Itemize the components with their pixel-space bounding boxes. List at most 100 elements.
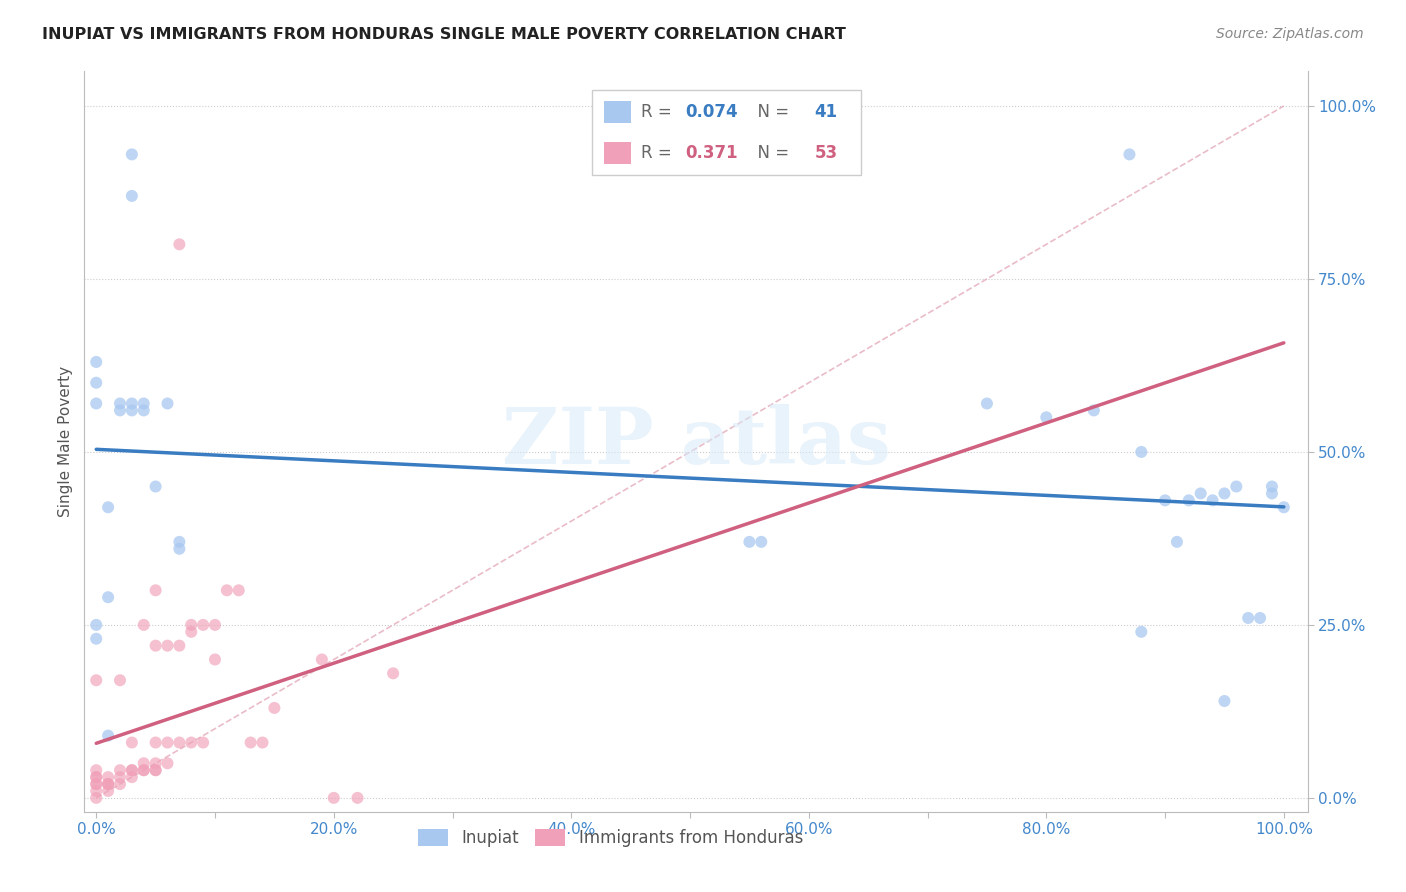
Point (121, 763, 143, 777)
Point (108, 770, 131, 784)
Text: 53: 53 (814, 144, 838, 161)
Point (121, 189, 143, 203)
Point (1201, 493, 1223, 508)
Point (84, 777, 107, 791)
Point (145, 756, 167, 771)
Point (145, 763, 167, 777)
Point (156, 735, 179, 749)
Point (145, 735, 167, 749)
Point (121, 403, 143, 417)
Text: Source: ZipAtlas.com: Source: ZipAtlas.com (1216, 27, 1364, 41)
Point (1237, 611, 1260, 625)
Point (84, 376, 107, 390)
Point (239, 735, 262, 749)
Point (84, 632, 107, 646)
Point (204, 652, 226, 666)
Point (1118, 147, 1140, 161)
Bar (605, 142, 631, 164)
Point (108, 403, 131, 417)
Point (97, 784, 120, 798)
Text: 41: 41 (814, 103, 838, 121)
Text: INUPIAT VS IMMIGRANTS FROM HONDURAS SINGLE MALE POVERTY CORRELATION CHART: INUPIAT VS IMMIGRANTS FROM HONDURAS SING… (42, 27, 846, 42)
Point (169, 541, 191, 556)
Point (145, 639, 167, 653)
Point (132, 403, 155, 417)
Point (132, 763, 155, 777)
Point (311, 652, 333, 666)
Point (180, 735, 202, 749)
Point (1261, 486, 1284, 500)
Point (84, 763, 107, 777)
Point (1035, 410, 1057, 425)
Point (191, 735, 214, 749)
Point (215, 583, 238, 598)
Point (169, 237, 191, 252)
Point (97, 500, 120, 515)
Text: R =: R = (641, 144, 676, 161)
Point (132, 618, 155, 632)
Point (145, 583, 167, 598)
Point (738, 534, 761, 549)
Point (976, 396, 998, 410)
Point (382, 666, 405, 681)
Point (121, 396, 143, 410)
Point (84, 673, 107, 688)
Point (1166, 534, 1188, 549)
Point (145, 763, 167, 777)
Point (1154, 493, 1177, 508)
Point (322, 790, 344, 805)
Point (228, 583, 250, 598)
Point (97, 777, 120, 791)
Point (1249, 611, 1271, 625)
Point (156, 756, 179, 771)
Point (97, 770, 120, 784)
Point (252, 735, 274, 749)
Point (108, 396, 131, 410)
Point (84, 396, 107, 410)
Legend: Inupiat, Immigrants from Honduras: Inupiat, Immigrants from Honduras (409, 821, 811, 855)
Point (97, 729, 120, 743)
Point (169, 534, 191, 549)
Point (97, 777, 120, 791)
Point (121, 735, 143, 749)
Point (132, 756, 155, 771)
Point (132, 396, 155, 410)
Text: N =: N = (748, 144, 794, 161)
Point (1130, 624, 1153, 639)
Point (108, 777, 131, 791)
Point (84, 784, 107, 798)
Point (84, 790, 107, 805)
Point (1225, 479, 1247, 493)
Y-axis label: Single Male Poverty: Single Male Poverty (58, 366, 73, 517)
Text: R =: R = (641, 103, 676, 121)
Point (156, 396, 179, 410)
Point (97, 591, 120, 605)
Point (97, 777, 120, 791)
Point (346, 790, 368, 805)
Text: N =: N = (748, 103, 794, 121)
Point (1213, 486, 1236, 500)
Point (749, 534, 772, 549)
Point (180, 618, 202, 632)
Point (108, 763, 131, 777)
Point (1213, 694, 1236, 708)
Bar (605, 101, 631, 123)
Point (1272, 500, 1295, 515)
Point (156, 639, 179, 653)
Point (84, 355, 107, 369)
Point (204, 618, 226, 632)
Point (84, 770, 107, 784)
Point (1083, 403, 1105, 417)
Point (121, 763, 143, 777)
Point (191, 618, 214, 632)
Text: 0.371: 0.371 (685, 144, 738, 161)
Point (108, 673, 131, 688)
Text: ZIP atlas: ZIP atlas (502, 403, 890, 480)
Point (145, 479, 167, 493)
Point (169, 735, 191, 749)
Point (1261, 479, 1284, 493)
Point (263, 701, 285, 715)
Point (84, 770, 107, 784)
Point (84, 618, 107, 632)
Text: 0.074: 0.074 (685, 103, 738, 121)
